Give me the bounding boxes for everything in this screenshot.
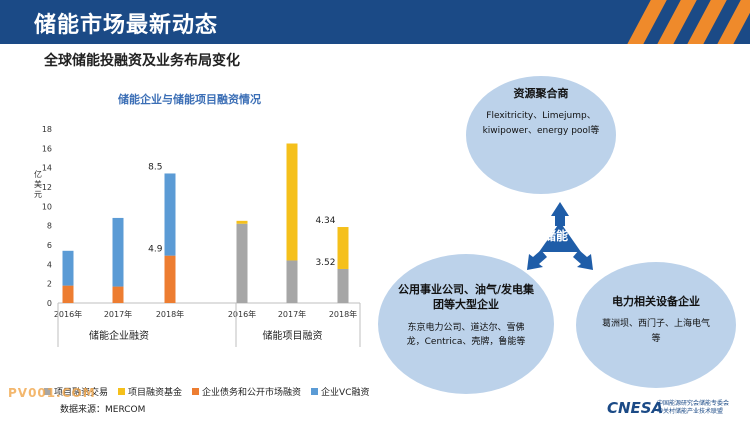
circle-title: 资源聚合商 <box>513 87 569 100</box>
logo-caption: 中国能源研究会储能专委会 中关村储能产业技术联盟 <box>657 400 730 415</box>
data-label: 4.34 <box>315 216 335 226</box>
cnesa-logo: CNESA <box>607 399 664 417</box>
y-tick-label: 6 <box>47 241 52 250</box>
circle-body: Flexitricity、Limejump、kiwipower、energy p… <box>482 111 600 136</box>
header-stripes <box>590 0 750 44</box>
y-tick-label: 12 <box>42 183 52 192</box>
circle-large-enterprises: 公用事业公司、油气/发电集团等大型企业 东京电力公司、道达尔、雪佛龙，Centr… <box>378 254 554 394</box>
chart-legend: 项目融资交易 项目融资基金 企业债务和公开市场融资 企业VC融资 <box>44 385 370 398</box>
group-label: 储能企业融资 <box>89 329 149 342</box>
legend-item: 企业债务和公开市场融资 <box>192 385 301 398</box>
data-label: 3.52 <box>315 258 335 268</box>
legend-item: 企业VC融资 <box>311 385 370 398</box>
data-source: 数据来源：MERCOM <box>60 405 146 415</box>
bar <box>286 143 298 261</box>
bar <box>337 268 349 303</box>
data-label: 4.9 <box>148 245 163 255</box>
circle-body: 东京电力公司、道达尔、雪佛龙，Centrica、壳牌，鲁能等 <box>406 322 526 348</box>
y-tick-label: 0 <box>47 299 52 308</box>
x-tick-label: 2017年 <box>278 309 306 319</box>
y-tick-label: 2 <box>47 280 52 289</box>
y-tick-label: 18 <box>42 125 52 134</box>
circle-title: 公用事业公司、油气/发电集团等大型企业 <box>397 283 535 312</box>
y-tick-label: 10 <box>42 202 52 211</box>
bar <box>337 227 349 269</box>
legend-item: 项目融资基金 <box>118 385 182 398</box>
bar <box>164 173 176 256</box>
data-label: 8.5 <box>148 162 162 172</box>
header-bar: 储能市场最新动态 <box>0 0 750 44</box>
circle-title: 电力相关设备企业 <box>612 295 700 308</box>
bar <box>236 223 248 303</box>
bar <box>112 286 124 303</box>
x-tick-label: 2018年 <box>329 309 357 319</box>
group-label: 储能项目融资 <box>263 329 323 342</box>
section-subtitle: 全球储能投融资及业务布局变化 <box>44 53 240 69</box>
y-tick-label: 14 <box>42 164 52 173</box>
chart-title: 储能企业与储能项目融资情况 <box>118 93 261 106</box>
x-tick-label: 2017年 <box>104 309 132 319</box>
x-tick-label: 2016年 <box>228 309 256 319</box>
watermark: PV001.COM <box>8 386 96 400</box>
y-tick-label: 16 <box>42 144 52 153</box>
y-axis-label: 亿 <box>34 169 42 179</box>
cycle-arrows-icon <box>527 202 593 270</box>
y-tick-label: 8 <box>47 222 52 231</box>
bar <box>164 255 176 303</box>
legend-item: 项目融资交易 <box>44 385 108 398</box>
bar <box>62 250 74 286</box>
center-label: 储能 <box>544 229 569 243</box>
y-axis-label: 元 <box>34 190 42 199</box>
x-tick-label: 2016年 <box>54 309 82 319</box>
circle-equipment: 电力相关设备企业 葛洲坝、西门子、上海电气等 <box>576 262 736 388</box>
financing-bar-chart: 0 2 4 6 8 10 12 14 16 18 亿美元 8.5 4.9 3.52 4.34 2016年 201… <box>34 125 361 347</box>
bar <box>236 220 248 224</box>
bar <box>112 217 124 287</box>
circle-aggregators: 资源聚合商 Flexitricity、Limejump、kiwipower、en… <box>466 76 616 194</box>
y-axis-label: 美 <box>34 179 42 189</box>
circle-body: 葛洲坝、西门子、上海电气等 <box>601 319 710 344</box>
bar <box>286 260 298 303</box>
y-tick-label: 4 <box>47 260 52 269</box>
x-tick-label: 2018年 <box>156 309 184 319</box>
page-title: 储能市场最新动态 <box>34 13 219 38</box>
bar <box>62 285 74 303</box>
